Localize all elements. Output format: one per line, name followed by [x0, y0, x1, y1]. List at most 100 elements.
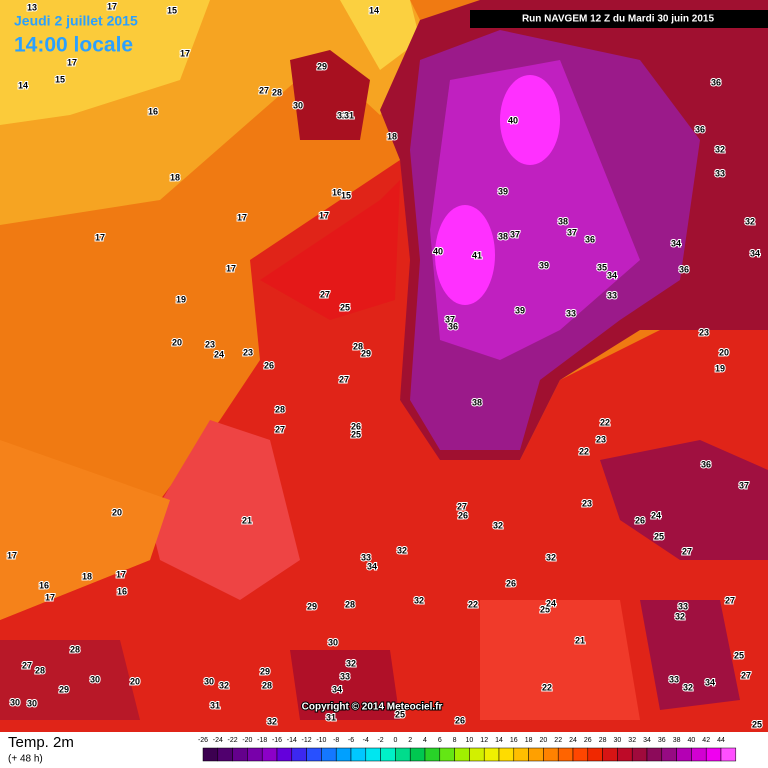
contour-label: 32 [715, 144, 725, 154]
contour-label: 25 [734, 650, 744, 660]
contour-label: 17 [226, 263, 236, 273]
contour-label: 31 [210, 700, 220, 710]
scale-swatch [261, 747, 278, 762]
contour-label: 30 [293, 100, 303, 110]
scale-swatch [232, 747, 248, 762]
scale-swatch [202, 747, 219, 762]
scale-label: -12 [302, 737, 312, 744]
contour-label: 29 [361, 348, 371, 358]
scale-label: -6 [348, 737, 354, 744]
contour-label: 32 [546, 552, 556, 562]
contour-label: 34 [332, 684, 342, 694]
contour-label: 27 [339, 374, 349, 384]
contour-label: 32 [745, 216, 755, 226]
contour-label: 23 [699, 327, 709, 337]
contour-label: 33 [607, 290, 617, 300]
contour-label: 25 [540, 604, 550, 614]
contour-label: 40 [508, 115, 518, 125]
copyright: Copyright © 2014 Meteociel.fr [302, 702, 443, 713]
contour-label: 28 [272, 87, 282, 97]
contour-label: 17 [45, 592, 55, 602]
contour-label: 26 [506, 578, 516, 588]
contour-label: 25 [395, 709, 405, 719]
contour-label: 37 [510, 229, 520, 239]
contour-label: 21 [242, 515, 252, 525]
scale-swatch [409, 747, 426, 762]
contour-label: 23 [205, 339, 215, 349]
scale-label: 40 [688, 737, 696, 744]
contour-label: 33 [669, 674, 679, 684]
scale-label: 24 [569, 737, 577, 744]
contour-label: 30 [10, 697, 20, 707]
contour-label: 38 [498, 231, 508, 241]
scale-label: 22 [554, 737, 562, 744]
scale-swatch [454, 747, 470, 762]
contour-label: 25 [654, 531, 664, 541]
contour-label: 18 [82, 571, 92, 581]
scale-label: 42 [702, 737, 710, 744]
scale-label: -22 [228, 737, 238, 744]
contour-label: 23 [582, 498, 592, 508]
contour-label: 31 [344, 110, 354, 120]
contour-label: 32 [346, 658, 356, 668]
run-box [470, 10, 768, 28]
scale-swatch [646, 747, 663, 762]
contour-label: 15 [167, 5, 177, 15]
contour-label: 22 [579, 446, 589, 456]
scale-label: 28 [599, 737, 607, 744]
contour-label: 26 [455, 715, 465, 725]
contour-label: 26 [351, 421, 361, 431]
scale-swatch [602, 747, 618, 762]
scale-swatch [513, 747, 529, 762]
contour-label: 17 [95, 232, 105, 242]
contour-label: 36 [585, 234, 595, 244]
forecast-date: Jeudi 2 juillet 2015 [14, 13, 138, 29]
contour-label: 25 [340, 302, 350, 312]
scale-swatch [276, 747, 293, 762]
contour-label: 13 [27, 2, 37, 12]
contour-label: 38 [472, 397, 482, 407]
contour-label: 37 [567, 227, 577, 237]
contour-label: 29 [59, 684, 69, 694]
color-scale: -26 -24 -22 -20 -18 -16 -14 -12 -10 -8 -6 -4 -2 0 2 4 6 8… [198, 737, 737, 762]
contour-label: 32 [397, 545, 407, 555]
scale-label: 30 [614, 737, 622, 744]
contour-label: 36 [448, 321, 458, 331]
scale-swatch [705, 747, 722, 762]
scale-label: -16 [272, 737, 282, 744]
scale-swatch [380, 747, 396, 762]
scale-swatch [335, 747, 352, 762]
contour-label: 28 [345, 599, 355, 609]
contour-label: 24 [214, 349, 224, 359]
scale-label: -8 [333, 737, 339, 744]
scale-label: 16 [510, 737, 518, 744]
lead-time: (+ 48 h) [8, 754, 43, 765]
contour-label: 29 [307, 601, 317, 611]
contour-label: 20 [719, 347, 729, 357]
scale-swatch [661, 747, 677, 762]
scale-swatch [691, 747, 707, 762]
scale-swatch [350, 747, 367, 762]
contour-label: 27 [320, 289, 330, 299]
contour-label: 15 [341, 190, 351, 200]
contour-label: 29 [317, 61, 327, 71]
scale-label: -24 [213, 737, 223, 744]
contour-label: 35 [597, 262, 607, 272]
contour-label: 40 [433, 246, 443, 256]
scale-label: 38 [673, 737, 681, 744]
contour-label: 33 [361, 552, 371, 562]
contour-label: 36 [711, 77, 721, 87]
contour-label: 30 [204, 676, 214, 686]
contour-label: 32 [337, 110, 347, 120]
contour-label: 17 [319, 210, 329, 220]
contour-label: 27 [741, 670, 751, 680]
variable-name: Temp. 2m [8, 734, 74, 751]
contour-label: 28 [275, 404, 285, 414]
contour-label: 24 [651, 510, 661, 520]
contour-label: 16 [39, 580, 49, 590]
scale-label: 32 [628, 737, 636, 744]
contour-label: 32 [267, 716, 277, 726]
contour-label: 38 [558, 216, 568, 226]
